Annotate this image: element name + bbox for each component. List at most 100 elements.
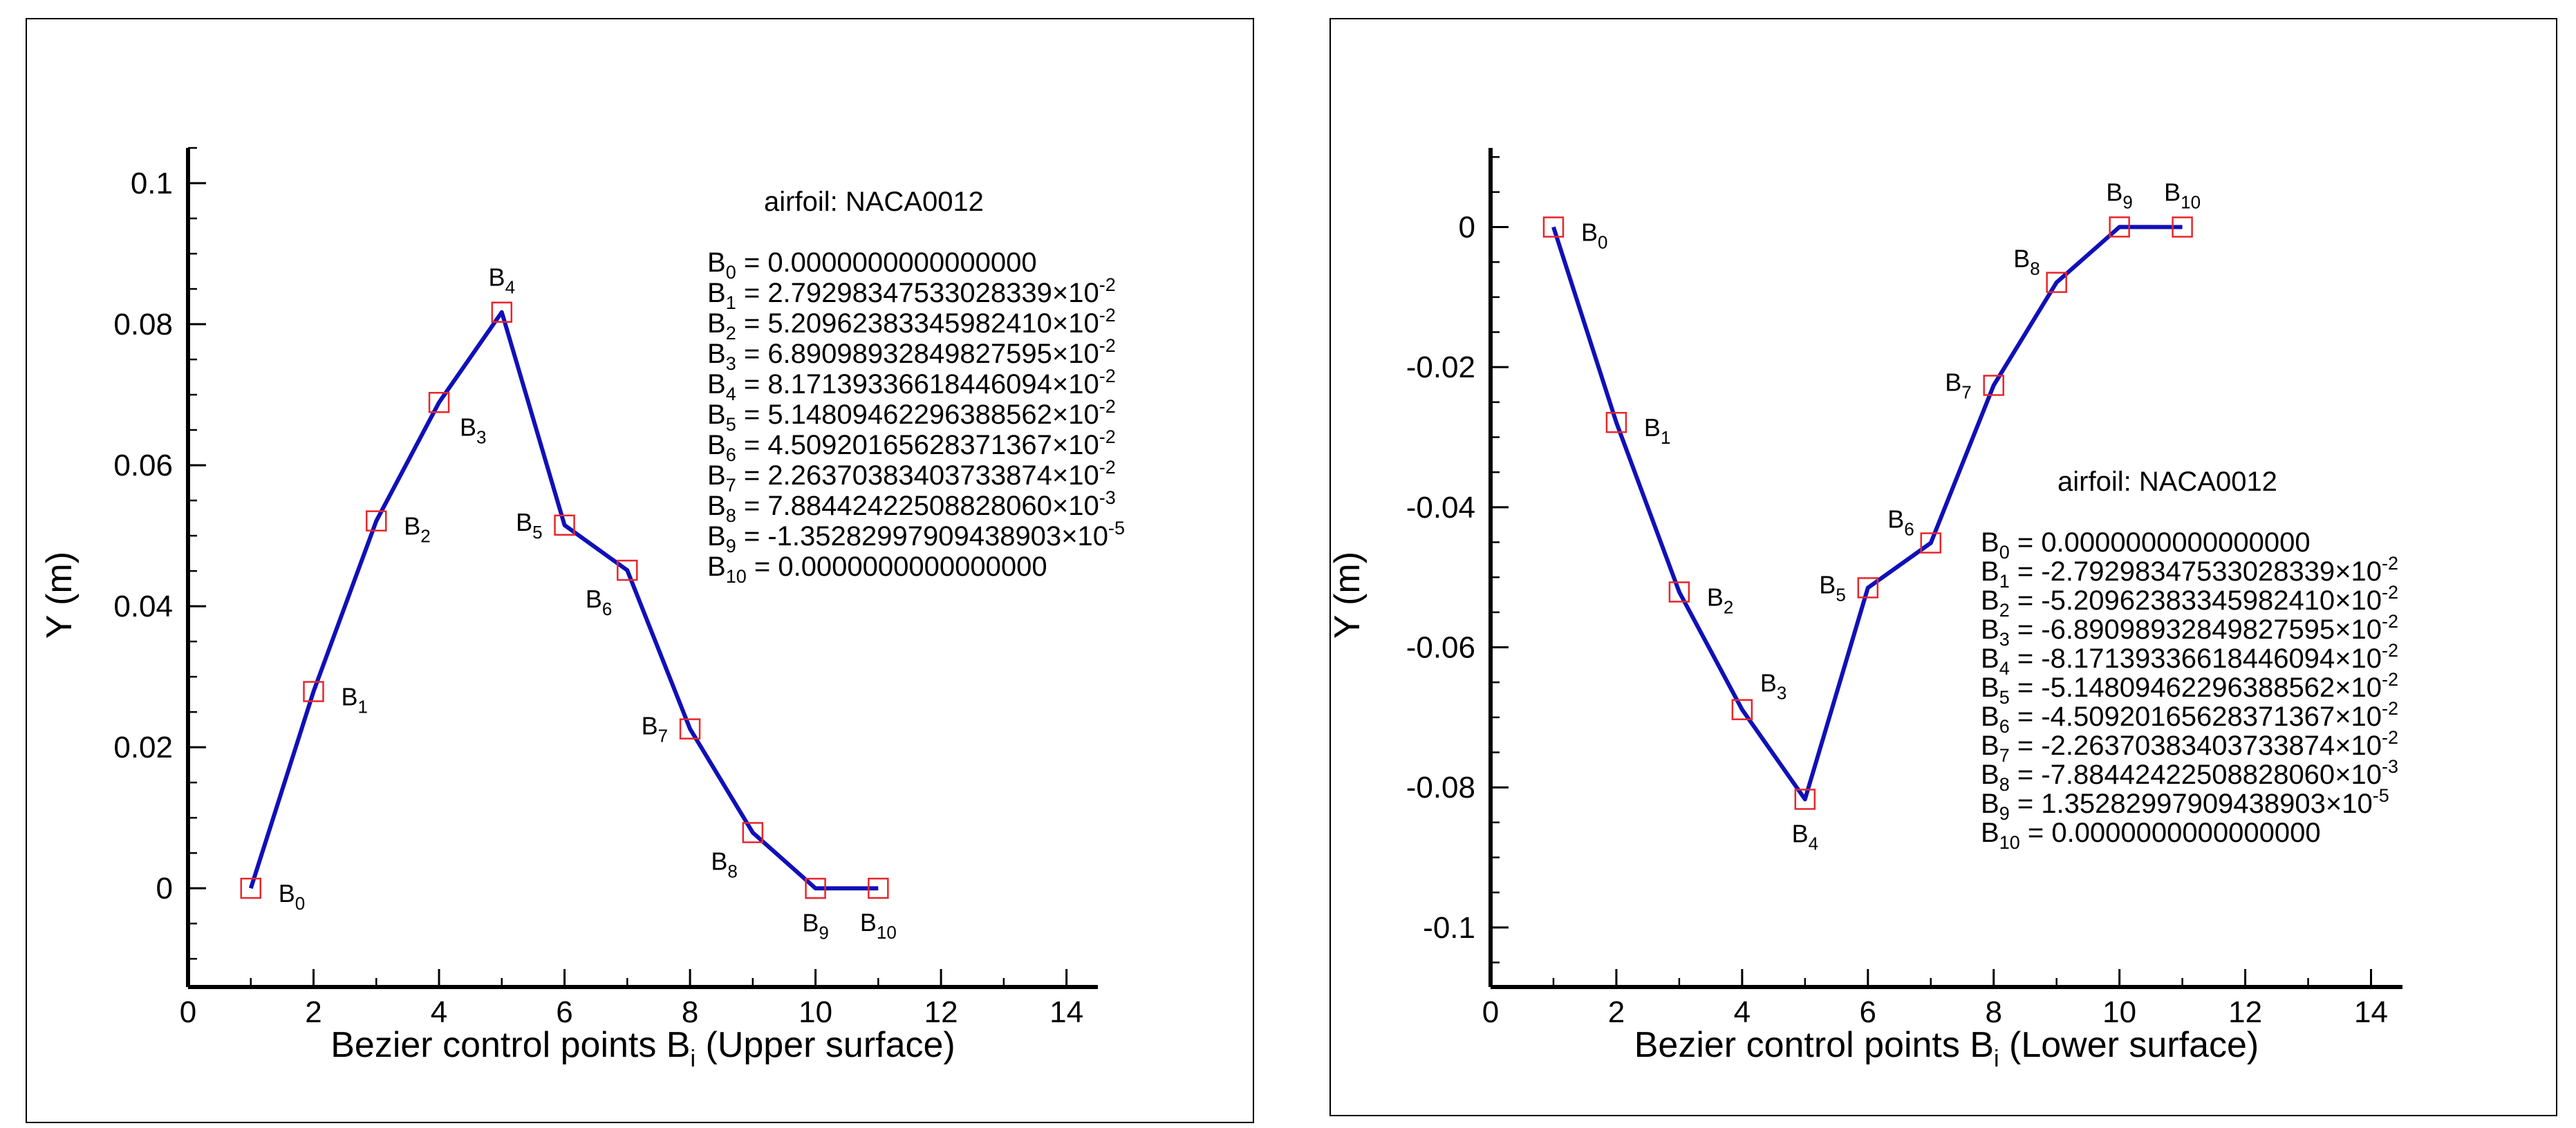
- annotation-line: B0 = 0.0000000000000000: [1981, 527, 2311, 563]
- y-tick-label: 0.1: [131, 167, 173, 200]
- x-tick-label: 8: [682, 995, 698, 1029]
- figure-frame: [26, 18, 1254, 1123]
- annotation-subscript: 2: [726, 323, 736, 344]
- annotation-letter: B: [707, 521, 726, 552]
- lower-surface-chart-panel: 0 -0.02 -0.04 -0.06 -0.08 -0.1 0 2 4 6 8 10 12 14 Bezi…: [1288, 0, 2576, 1128]
- y-tick-label: -0.02: [1406, 350, 1475, 384]
- control-point-label: B0: [1581, 218, 1607, 253]
- control-point-label-subscript: 3: [476, 426, 486, 447]
- control-point-label-subscript: 7: [658, 726, 668, 746]
- annotation-exponent: -2: [2382, 698, 2398, 719]
- annotation-line: B2 = -5.20962383345982410×10-2: [1981, 582, 2398, 621]
- annotation-equals: =: [2010, 614, 2042, 645]
- figure-frame: [1329, 18, 2557, 1116]
- x-axis-title-subscript: i: [691, 1046, 696, 1072]
- control-point-marker: [1920, 532, 1942, 554]
- annotation-line: B5 = 5.14809462296388562×10-2: [707, 396, 1116, 435]
- annotation-mantissa: 0.0000000000000000: [778, 552, 1047, 582]
- control-point-label: B3: [460, 413, 486, 447]
- annotation-line: B1 = 2.79298347533028339×10-2: [707, 274, 1116, 313]
- control-point-label: B9: [2106, 178, 2132, 212]
- annotation-mantissa: 0.0000000000000000: [2041, 527, 2310, 558]
- annotation-mantissa: 8.17139336618446094: [767, 369, 1052, 400]
- x-tick-label: 8: [1985, 995, 2001, 1029]
- annotation-exponent: -2: [1099, 305, 1116, 326]
- x-tick-label: 6: [1860, 995, 1876, 1029]
- annotation-exponent: -2: [2382, 669, 2398, 690]
- control-point-marker: [240, 877, 262, 899]
- annotation-title: airfoil: NACA0012: [764, 187, 984, 217]
- annotation-letter: B: [1981, 585, 1999, 616]
- annotation-title: airfoil: NACA0012: [2057, 467, 2277, 497]
- annotation-line: B8 = -7.88442422508828060×10-3: [1981, 756, 2398, 795]
- annotation-mantissa: 7.88442422508828060: [767, 491, 1052, 521]
- annotation-letter: B: [707, 308, 726, 339]
- annotation-mantissa: -5.14809462296388562: [2041, 673, 2335, 703]
- annotation-times-ten: ×10: [1052, 278, 1099, 308]
- annotation-line: B9 = -1.35282997909438903×10-5: [707, 518, 1125, 556]
- annotation-times-ten: ×10: [2335, 643, 2382, 674]
- x-axis-title-suffix: (Upper surface): [696, 1025, 955, 1065]
- annotation-exponent: -2: [2382, 727, 2398, 748]
- control-point-label-subscript: 8: [727, 861, 737, 882]
- annotation-subscript: 6: [726, 444, 736, 465]
- control-point-label-letter: B: [1644, 413, 1661, 442]
- annotation-mantissa: 2.26370383403733874: [767, 460, 1052, 491]
- control-point-label: B0: [279, 879, 305, 914]
- annotation-mantissa: 5.20962383345982410: [767, 308, 1052, 339]
- x-tick-label: 0: [180, 995, 196, 1029]
- control-point-label-subscript: 0: [295, 893, 305, 914]
- control-point-label-letter: B: [1760, 669, 1777, 697]
- control-point-label-letter: B: [1707, 583, 1724, 611]
- annotation-mantissa: 0.0000000000000000: [767, 247, 1036, 278]
- control-point-marker: [742, 822, 764, 843]
- x-tick-label: 10: [799, 995, 832, 1029]
- annotation-letter: B: [1981, 789, 1999, 819]
- annotation-subscript: 7: [726, 475, 736, 496]
- x-axis-title-subscript: i: [1994, 1046, 1999, 1072]
- x-tick-label: 4: [1734, 995, 1751, 1029]
- annotation-mantissa: -2.26370383403733874: [2041, 731, 2335, 761]
- annotation-subscript: 9: [1999, 803, 2010, 824]
- annotation-equals: =: [2010, 643, 2042, 674]
- control-point-label: B7: [1945, 368, 1971, 403]
- annotation-line: B8 = 7.88442422508828060×10-3: [707, 487, 1116, 526]
- annotation-letter: B: [1981, 760, 1999, 790]
- control-point-marker: [617, 559, 638, 581]
- control-point-marker: [679, 718, 701, 740]
- annotation-times-ten: ×10: [2335, 585, 2382, 616]
- x-axis-title-text: Bezier control points B: [330, 1025, 690, 1065]
- y-tick-label: 0: [1459, 211, 1475, 245]
- annotation-subscript: 3: [726, 353, 736, 374]
- control-point-label-subscript: 4: [1809, 833, 1818, 854]
- annotation-subscript: 0: [726, 262, 736, 283]
- y-tick-label: -0.06: [1406, 631, 1475, 665]
- annotation-mantissa: -2.79298347533028339: [2041, 556, 2335, 587]
- annotation-times-ten: ×10: [1052, 339, 1099, 369]
- annotation-mantissa: -8.17139336618446094: [2041, 643, 2335, 674]
- annotation-subscript: 10: [726, 566, 747, 587]
- annotation-equals: =: [2010, 585, 2042, 616]
- annotation-exponent: -2: [1099, 274, 1116, 295]
- annotation-equals: =: [736, 247, 768, 278]
- y-axis-title: Y (m): [1327, 552, 1368, 639]
- control-point-label-subscript: 3: [1777, 683, 1786, 704]
- x-axis-title: Bezier control points Bi (Upper surface): [330, 1025, 955, 1072]
- x-axis-title-text: Bezier control points B: [1634, 1025, 1994, 1065]
- annotation-exponent: -5: [2373, 785, 2389, 806]
- annotation-subscript: 9: [726, 536, 736, 556]
- control-point-label: B10: [860, 908, 897, 943]
- annotation-exponent: -2: [1099, 366, 1116, 386]
- control-point-label: B5: [516, 508, 542, 543]
- annotation-letter: B: [707, 400, 726, 430]
- annotation-equals: =: [736, 491, 768, 521]
- annotation-subscript: 8: [1999, 774, 2010, 795]
- annotation-equals: =: [2010, 789, 2042, 819]
- control-point-label-letter: B: [711, 847, 727, 876]
- upper-surface-chart-panel: 0 0.02 0.04 0.06 0.08 0.1 0 2 4 6 8 10 12 14 Bezier co…: [26, 18, 1254, 1123]
- control-point-label-letter: B: [1581, 218, 1598, 247]
- annotation-times-ten: ×10: [2335, 702, 2382, 732]
- control-point-marker: [366, 510, 387, 532]
- control-point-marker: [303, 681, 324, 702]
- lower-surface-chart: 0-0.02-0.04-0.06-0.08-0.10 2 4 6 8 10 12 14Bezi…: [1327, 18, 2557, 1116]
